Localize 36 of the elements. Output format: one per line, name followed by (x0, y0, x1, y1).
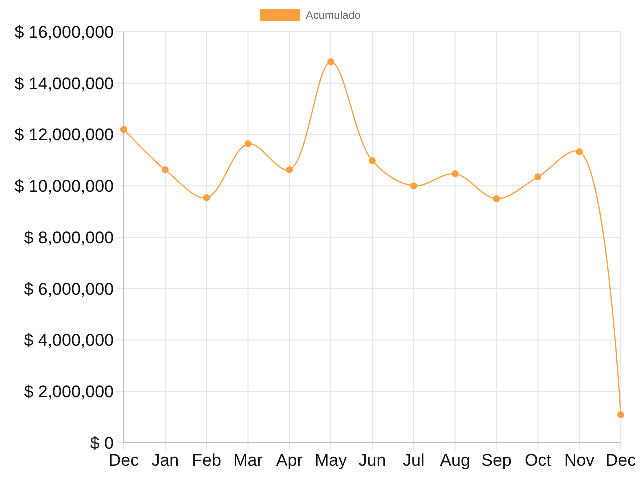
point (493, 195, 500, 202)
x-tick-label: Jun (358, 451, 386, 470)
x-tick-label: Jan (152, 451, 180, 470)
point (244, 140, 252, 148)
y-tick-label: $ 0 (90, 434, 114, 453)
point (410, 182, 418, 190)
x-tick-label: Dec (606, 451, 637, 470)
y-tick-label: $ 8,000,000 (24, 228, 114, 248)
point (452, 170, 459, 178)
x-tick-label: Aug (440, 451, 470, 470)
x-tick-label: Apr (276, 451, 304, 470)
point (203, 194, 210, 202)
y-tick-label: $ 2,000,000 (24, 382, 114, 402)
x-tick-label: Sep (482, 451, 512, 470)
point (618, 412, 624, 418)
y-tick-label: $ 4,000,000 (24, 331, 114, 350)
x-tick-label: Nov (564, 451, 596, 470)
point (286, 166, 294, 174)
point (534, 174, 542, 181)
point (162, 166, 169, 174)
x-tick-label: Feb (192, 451, 222, 470)
point (369, 157, 376, 164)
x-tick-label: May (315, 451, 348, 470)
y-tick-label: $ 10,000,000 (14, 177, 114, 196)
point (328, 58, 335, 66)
x-tick-label: Mar (234, 451, 264, 470)
point (120, 126, 128, 134)
y-tick-label: $ 16,000,000 (14, 22, 114, 42)
x-tick-label: Oct (524, 451, 552, 470)
point (576, 148, 584, 156)
y-tick-label: $ 6,000,000 (24, 280, 114, 299)
y-tick-label: $ 12,000,000 (14, 126, 114, 145)
y-tick-label: $ 14,000,000 (14, 74, 114, 94)
x-tick-label: Jul (403, 451, 425, 470)
x-tick-label: Dec (108, 451, 140, 470)
legend-label: Acumulado (306, 10, 362, 22)
